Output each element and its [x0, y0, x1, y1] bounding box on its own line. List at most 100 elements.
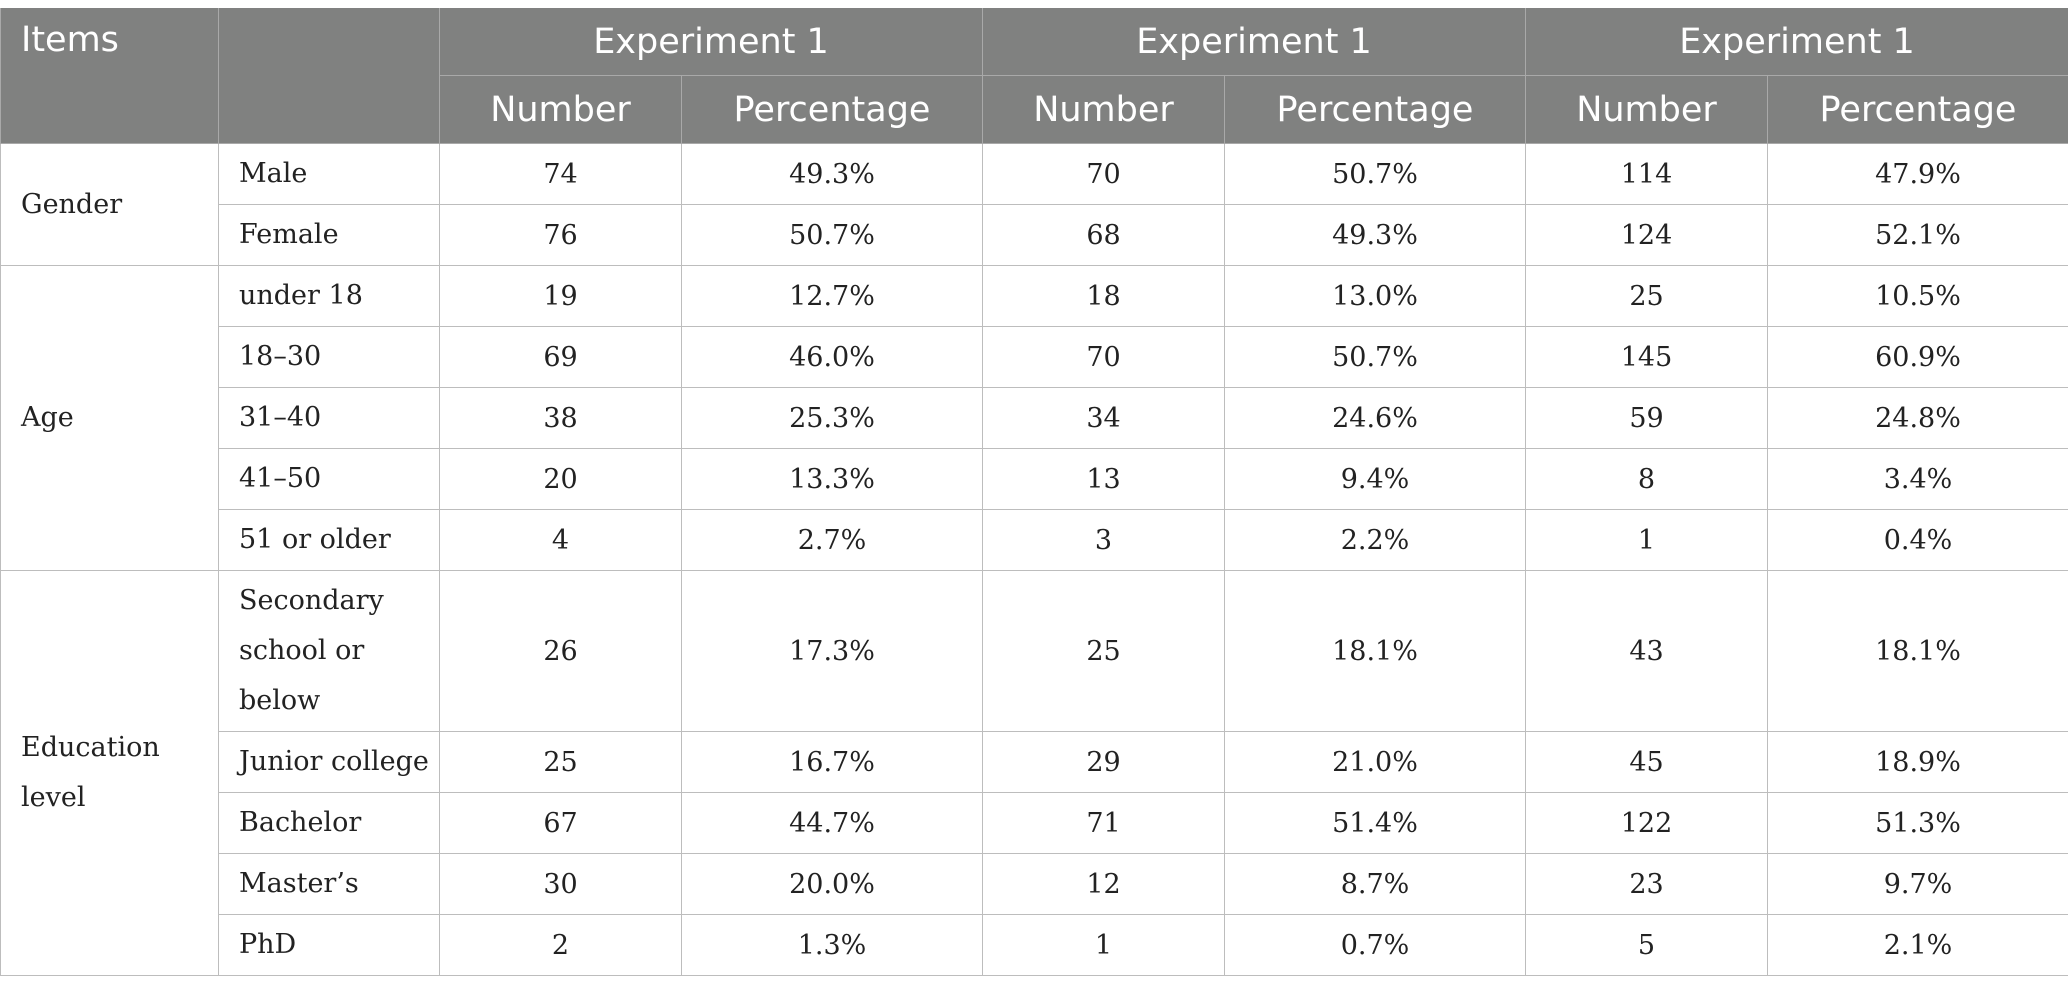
number-cell: 1 — [982, 914, 1225, 976]
percentage-cell: 18.9% — [1767, 731, 2068, 793]
row-label: under 18 — [218, 265, 440, 327]
row-label: 41–50 — [218, 448, 440, 510]
percentage-cell: 10.5% — [1767, 265, 2068, 327]
number-cell: 19 — [439, 265, 682, 327]
experiment-header-2: Experiment 1 — [982, 8, 1526, 76]
number-cell: 13 — [982, 448, 1225, 510]
number-cell: 12 — [982, 853, 1225, 915]
number-cell: 59 — [1525, 387, 1768, 449]
table-row: PhD 2 1.3% 1 0.7% 5 2.1% — [1, 914, 2068, 976]
row-label: Junior college — [218, 731, 440, 793]
header-row-groups: Items Experiment 1 Experiment 1 Experime… — [0, 8, 2068, 144]
row-label: 31–40 — [218, 387, 440, 449]
percentage-header: Percentage — [1224, 75, 1526, 144]
number-cell: 18 — [982, 265, 1225, 327]
table-row: Junior college 25 16.7% 29 21.0% 45 18.9% — [1, 731, 2068, 793]
number-header: Number — [439, 75, 682, 144]
number-cell: 25 — [982, 570, 1225, 732]
number-cell: 5 — [1525, 914, 1768, 976]
number-cell: 45 — [1525, 731, 1768, 793]
table-body: Gender Male 74 49.3% 70 50.7% 114 47.9% Female 76… — [0, 143, 2068, 976]
percentage-cell: 44.7% — [681, 792, 983, 854]
row-label: Male — [218, 143, 440, 205]
percentage-cell: 24.8% — [1767, 387, 2068, 449]
table-row: Master’s 30 20.0% 12 8.7% 23 9.7% — [1, 853, 2068, 915]
header-row-subheaders: Number Percentage Number Percentage Numb… — [1, 75, 2068, 144]
percentage-cell: 50.7% — [1224, 326, 1526, 388]
number-cell: 4 — [439, 509, 682, 571]
experiment-header-3: Experiment 1 — [1525, 8, 2068, 76]
percentage-cell: 51.3% — [1767, 792, 2068, 854]
percentage-cell: 8.7% — [1224, 853, 1526, 915]
number-cell: 8 — [1525, 448, 1768, 510]
table-row: 51 or older 4 2.7% 3 2.2% 1 0.4% — [1, 509, 2068, 571]
percentage-cell: 2.7% — [681, 509, 983, 571]
row-label: 18–30 — [218, 326, 440, 388]
number-header: Number — [1525, 75, 1768, 144]
table-row: 31–40 38 25.3% 34 24.6% 59 24.8% — [1, 387, 2068, 449]
percentage-cell: 47.9% — [1767, 143, 2068, 205]
number-cell: 30 — [439, 853, 682, 915]
percentage-cell: 21.0% — [1224, 731, 1526, 793]
group-label: Gender — [0, 143, 219, 266]
subitem-header — [218, 8, 440, 144]
items-header: Items — [0, 8, 219, 144]
percentage-cell: 60.9% — [1767, 326, 2068, 388]
percentage-cell: 13.3% — [681, 448, 983, 510]
percentage-cell: 18.1% — [1224, 570, 1526, 732]
number-cell: 25 — [439, 731, 682, 793]
percentage-header: Percentage — [1767, 75, 2068, 144]
number-cell: 26 — [439, 570, 682, 732]
percentage-cell: 25.3% — [681, 387, 983, 449]
row-label: Secondary school or below — [218, 570, 440, 732]
percentage-cell: 49.3% — [1224, 204, 1526, 266]
percentage-cell: 0.7% — [1224, 914, 1526, 976]
number-cell: 145 — [1525, 326, 1768, 388]
percentage-cell: 51.4% — [1224, 792, 1526, 854]
percentage-cell: 9.4% — [1224, 448, 1526, 510]
number-cell: 1 — [1525, 509, 1768, 571]
row-label: 51 or older — [218, 509, 440, 571]
number-cell: 124 — [1525, 204, 1768, 266]
percentage-cell: 0.4% — [1767, 509, 2068, 571]
table-header: Items Experiment 1 Experiment 1 Experime… — [0, 8, 2068, 144]
table-row: Female 76 50.7% 68 49.3% 124 52.1% — [1, 204, 2068, 266]
demographics-table: Items Experiment 1 Experiment 1 Experime… — [0, 8, 2068, 976]
group-label: Education level — [0, 570, 219, 976]
row-label: Female — [218, 204, 440, 266]
percentage-cell: 16.7% — [681, 731, 983, 793]
row-label: PhD — [218, 914, 440, 976]
percentage-cell: 2.1% — [1767, 914, 2068, 976]
number-cell: 122 — [1525, 792, 1768, 854]
row-label: Master’s — [218, 853, 440, 915]
number-cell: 43 — [1525, 570, 1768, 732]
table-row: 41–50 20 13.3% 13 9.4% 8 3.4% — [1, 448, 2068, 510]
number-cell: 67 — [439, 792, 682, 854]
percentage-cell: 50.7% — [681, 204, 983, 266]
number-cell: 68 — [982, 204, 1225, 266]
percentage-cell: 1.3% — [681, 914, 983, 976]
number-cell: 70 — [982, 143, 1225, 205]
number-cell: 3 — [982, 509, 1225, 571]
percentage-cell: 9.7% — [1767, 853, 2068, 915]
percentage-cell: 3.4% — [1767, 448, 2068, 510]
table-row: Gender Male 74 49.3% 70 50.7% 114 47.9% — [0, 143, 2068, 266]
percentage-cell: 46.0% — [681, 326, 983, 388]
demographics-table-container: Items Experiment 1 Experiment 1 Experime… — [0, 8, 2068, 976]
percentage-cell: 17.3% — [681, 570, 983, 732]
number-cell: 71 — [982, 792, 1225, 854]
table-row: 18–30 69 46.0% 70 50.7% 145 60.9% — [1, 326, 2068, 388]
percentage-header: Percentage — [681, 75, 983, 144]
percentage-cell: 12.7% — [681, 265, 983, 327]
percentage-cell: 20.0% — [681, 853, 983, 915]
group-label: Age — [0, 265, 219, 571]
number-cell: 76 — [439, 204, 682, 266]
percentage-cell: 52.1% — [1767, 204, 2068, 266]
percentage-cell: 24.6% — [1224, 387, 1526, 449]
row-label: Bachelor — [218, 792, 440, 854]
number-cell: 25 — [1525, 265, 1768, 327]
number-cell: 34 — [982, 387, 1225, 449]
number-cell: 38 — [439, 387, 682, 449]
number-cell: 70 — [982, 326, 1225, 388]
percentage-cell: 49.3% — [681, 143, 983, 205]
